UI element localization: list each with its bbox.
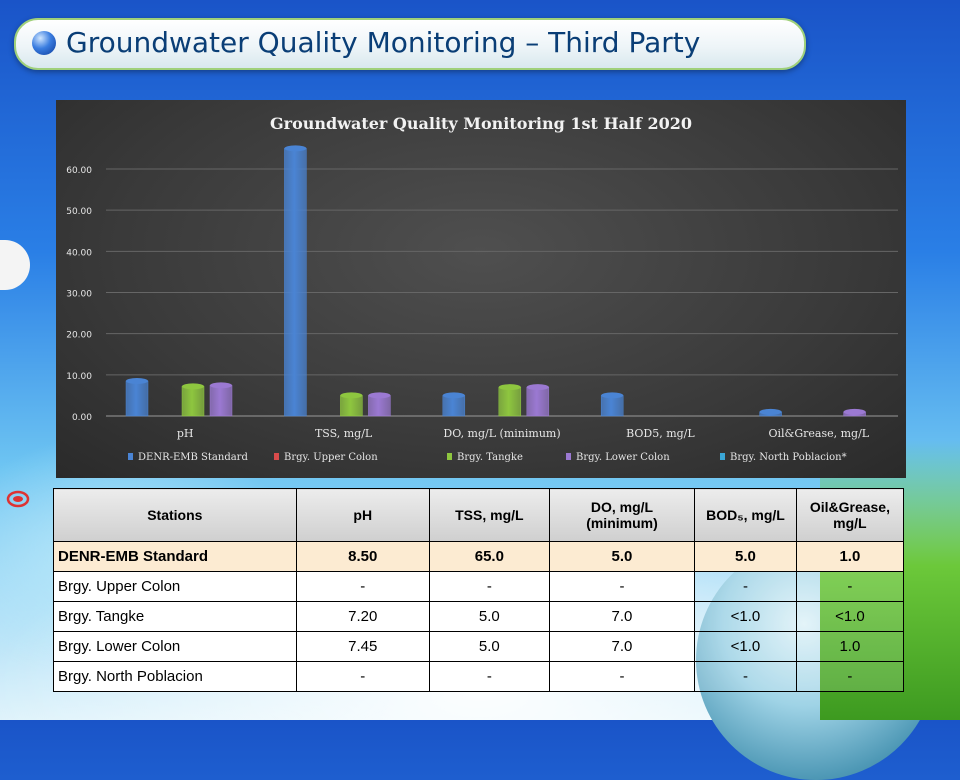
bar (125, 380, 149, 417)
legend-label: Brgy. Tangke (457, 452, 523, 463)
ph-cell: 7.20 (295, 601, 430, 632)
slide-title: Groundwater Quality Monitoring – Third P… (66, 26, 701, 59)
header-ph: pH (295, 488, 430, 542)
bar-cap (210, 382, 232, 389)
station-cell: Brgy. Lower Colon (53, 631, 297, 662)
y-tick-label: 30.00 (66, 290, 92, 300)
legend-swatch (720, 453, 725, 460)
bod-cell: - (694, 661, 797, 692)
tss-cell: 5.0 (428, 601, 550, 632)
bod-cell: <1.0 (694, 601, 797, 632)
tss-cell: - (428, 571, 550, 602)
legend-label: Brgy. Upper Colon (284, 452, 378, 463)
legend-swatch (447, 453, 452, 460)
do-cell: 7.0 (548, 631, 696, 662)
bar (340, 395, 363, 417)
bod-cell: - (694, 571, 797, 602)
do-cell: 7.0 (548, 601, 696, 632)
ph-cell: 8.50 (295, 541, 430, 572)
header-oil-grease: Oil&Grease, mg/L (795, 488, 905, 542)
bar-chart: Groundwater Quality Monitoring 1st Half … (56, 100, 906, 478)
bod-cell: <1.0 (694, 631, 797, 662)
tss-cell: 65.0 (428, 541, 550, 572)
oil-grease-cell: - (795, 661, 905, 692)
header-stations: Stations (53, 488, 297, 542)
x-tick-label: DO, mg/L (minimum) (443, 427, 560, 440)
chart-canvas: Groundwater Quality Monitoring 1st Half … (66, 114, 898, 463)
legend-label: DENR-EMB Standard (138, 452, 248, 463)
table-header-row: Stations pH TSS, mg/L DO, mg/L (minimum)… (53, 488, 905, 542)
side-decoration (0, 240, 30, 508)
legend-label: Brgy. North Poblacion* (730, 452, 847, 463)
water-quality-table: Stations pH TSS, mg/L DO, mg/L (minimum)… (53, 488, 905, 692)
y-tick-label: 10.00 (66, 372, 92, 382)
y-tick-label: 0.00 (72, 413, 92, 423)
do-cell: - (548, 661, 696, 692)
y-tick-label: 20.00 (66, 331, 92, 341)
oil-grease-cell: 1.0 (795, 631, 905, 662)
chart-title: Groundwater Quality Monitoring 1st Half … (270, 114, 692, 133)
bar-cap (126, 378, 148, 385)
tss-cell: - (428, 661, 550, 692)
y-tick-label: 40.00 (66, 248, 92, 258)
ph-cell: - (295, 661, 430, 692)
ph-cell: - (295, 571, 430, 602)
bar-cap (340, 392, 363, 399)
tss-cell: 5.0 (428, 631, 550, 662)
y-tick-label: 50.00 (66, 207, 92, 217)
header-tss: TSS, mg/L (428, 488, 550, 542)
header-do: DO, mg/L (minimum) (548, 488, 696, 542)
bar-cap (498, 384, 521, 391)
table-row: Brgy. Lower Colon 7.45 5.0 7.0 <1.0 1.0 (53, 631, 905, 662)
bar-cap (368, 392, 391, 399)
bar-cap (601, 392, 624, 399)
bar (498, 386, 522, 417)
x-tick-label: Oil&Grease, mg/L (769, 427, 870, 440)
x-tick-label: BOD5, mg/L (626, 427, 695, 440)
station-cell: Brgy. Upper Colon (53, 571, 297, 602)
ph-cell: 7.45 (295, 631, 430, 662)
bar-cap (284, 145, 307, 152)
bod-cell: 5.0 (694, 541, 797, 572)
bar (284, 148, 307, 417)
bar-cap (442, 392, 465, 399)
title-bullet-icon (32, 31, 56, 55)
table-row: DENR-EMB Standard 8.50 65.0 5.0 5.0 1.0 (53, 541, 905, 572)
y-tick-label: 60.00 (66, 166, 92, 176)
bar (368, 395, 391, 417)
table-row: Brgy. North Poblacion - - - - - (53, 661, 905, 692)
station-cell: Brgy. Tangke (53, 601, 297, 632)
do-cell: - (548, 571, 696, 602)
bar-cap (182, 383, 204, 390)
table-row: Brgy. Upper Colon - - - - - (53, 571, 905, 602)
bar (526, 386, 550, 417)
bar (181, 386, 205, 417)
legend-label: Brgy. Lower Colon (576, 452, 670, 463)
x-tick-label: TSS, mg/L (315, 427, 373, 440)
bar (600, 395, 624, 417)
bar-cap (759, 408, 782, 415)
station-cell: DENR-EMB Standard (53, 541, 297, 572)
legend-swatch (274, 453, 279, 460)
oil-grease-cell: 1.0 (795, 541, 905, 572)
table-row: Brgy. Tangke 7.20 5.0 7.0 <1.0 <1.0 (53, 601, 905, 632)
legend-swatch (566, 453, 571, 460)
oil-grease-cell: - (795, 571, 905, 602)
x-tick-label: pH (177, 427, 194, 440)
company-logo-icon (6, 490, 30, 508)
do-cell: 5.0 (548, 541, 696, 572)
oil-grease-cell: <1.0 (795, 601, 905, 632)
station-cell: Brgy. North Poblacion (53, 661, 297, 692)
bar-cap (843, 408, 866, 415)
header-bod: BOD₅, mg/L (694, 488, 797, 542)
bar-cap (526, 384, 549, 391)
legend-swatch (128, 453, 133, 460)
slide-title-bar: Groundwater Quality Monitoring – Third P… (14, 18, 806, 70)
bar (209, 385, 233, 417)
bar (442, 395, 466, 417)
